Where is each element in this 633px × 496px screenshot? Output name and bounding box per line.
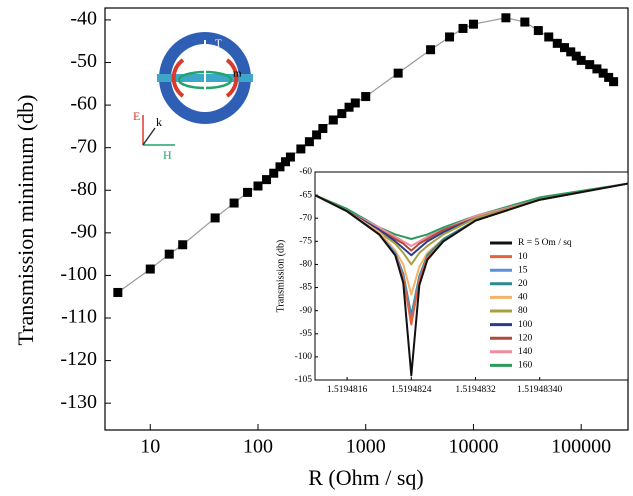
inset-frame bbox=[314, 171, 629, 381]
resonator-arcs bbox=[171, 58, 239, 98]
y-tick-label: -90 bbox=[299, 306, 312, 316]
legend-label: 140 bbox=[518, 347, 533, 357]
data-point bbox=[520, 17, 530, 27]
data-point bbox=[393, 68, 403, 78]
y-tick-label: -75 bbox=[299, 237, 312, 247]
y-tick-label: -40 bbox=[70, 8, 97, 30]
data-point bbox=[571, 51, 581, 61]
annotation: T bbox=[215, 38, 222, 50]
y-tick-label: -100 bbox=[60, 263, 97, 285]
data-point bbox=[312, 130, 322, 140]
data-point bbox=[552, 38, 562, 48]
y-tick-label: -65 bbox=[299, 190, 312, 200]
y-tick-label: -130 bbox=[60, 391, 97, 413]
y-tick-label: -110 bbox=[61, 306, 97, 328]
data-point bbox=[533, 26, 543, 36]
legend-label: R = 5 Om / sq bbox=[518, 238, 572, 248]
y-tick-label: -105 bbox=[295, 375, 313, 385]
data-point bbox=[285, 152, 295, 162]
legend-label: 40 bbox=[518, 293, 528, 303]
x-tick-label: 1.5194824 bbox=[391, 385, 432, 395]
y-tick-label: -95 bbox=[299, 329, 312, 339]
y-tick-label: -80 bbox=[70, 178, 97, 200]
data-point bbox=[318, 124, 328, 134]
data-point bbox=[344, 102, 354, 112]
legend-label: 100 bbox=[518, 320, 533, 330]
y-tick-label: -85 bbox=[299, 283, 312, 293]
y-axis-title: Transmission minimum (db) bbox=[13, 95, 38, 346]
y-tick-label: -50 bbox=[70, 50, 97, 72]
data-point bbox=[544, 32, 554, 42]
y-tick-label: -60 bbox=[70, 93, 97, 115]
annotation: H bbox=[163, 148, 172, 162]
annotation: m bbox=[233, 68, 242, 80]
data-point bbox=[426, 45, 436, 55]
legend-label: 10 bbox=[518, 252, 528, 262]
x-tick-label: 10000 bbox=[448, 436, 498, 458]
annotation: k bbox=[156, 115, 162, 129]
data-point bbox=[598, 68, 608, 78]
x-tick-label: 10 bbox=[140, 436, 160, 458]
data-point bbox=[585, 60, 595, 70]
x-tick-label: 1.5194816 bbox=[327, 385, 368, 395]
data-point bbox=[337, 109, 347, 119]
x-tick-label: 100 bbox=[243, 436, 273, 458]
legend-label: 120 bbox=[518, 333, 533, 343]
data-point bbox=[178, 240, 188, 250]
data-point bbox=[609, 77, 619, 87]
legend-label: 160 bbox=[518, 361, 533, 371]
y-tick-label: -100 bbox=[295, 352, 313, 362]
data-point bbox=[361, 92, 371, 102]
data-point bbox=[280, 157, 290, 167]
data-point bbox=[113, 287, 123, 297]
data-point bbox=[445, 32, 455, 42]
y-tick-label: -60 bbox=[299, 167, 312, 177]
y-tick-label: -80 bbox=[299, 260, 312, 270]
annotation: E bbox=[133, 109, 140, 123]
y-tick-label: -120 bbox=[60, 348, 97, 370]
x-tick-label: 100000 bbox=[551, 436, 611, 458]
x-tick-label: 1000 bbox=[346, 436, 386, 458]
data-point bbox=[304, 137, 314, 147]
data-point bbox=[501, 13, 511, 23]
data-point bbox=[164, 249, 174, 259]
data-point bbox=[350, 98, 360, 108]
data-point bbox=[253, 181, 263, 191]
legend-label: 15 bbox=[518, 265, 528, 275]
y-tick-label: -90 bbox=[70, 220, 97, 242]
data-point bbox=[210, 213, 220, 223]
data-point bbox=[262, 175, 272, 185]
data-point bbox=[145, 264, 155, 274]
k-axis bbox=[142, 127, 156, 146]
inset-y-title: Transmission (db) bbox=[275, 240, 286, 313]
data-point bbox=[328, 115, 338, 125]
y-tick-label: -70 bbox=[299, 213, 312, 223]
legend-label: 80 bbox=[518, 306, 528, 316]
data-point bbox=[269, 168, 279, 178]
x-tick-label: 1.51948340 bbox=[517, 385, 562, 395]
antenna-illustration: T m E k H bbox=[133, 32, 253, 162]
y-tick-label: -70 bbox=[70, 135, 97, 157]
series-line bbox=[314, 182, 629, 247]
x-axis-title: R (Ohm / sq) bbox=[308, 465, 424, 490]
data-point bbox=[559, 43, 569, 53]
data-point bbox=[604, 72, 614, 82]
data-point bbox=[458, 23, 468, 33]
data-point bbox=[566, 47, 576, 57]
data-point bbox=[592, 64, 602, 74]
data-point bbox=[576, 55, 586, 65]
series-line bbox=[314, 182, 629, 377]
data-point bbox=[229, 198, 239, 208]
legend-label: 20 bbox=[518, 279, 528, 289]
data-point bbox=[275, 162, 285, 172]
data-point bbox=[468, 19, 478, 29]
data-point bbox=[243, 187, 253, 197]
x-tick-label: 1.5194832 bbox=[455, 385, 496, 395]
data-point bbox=[296, 144, 306, 154]
